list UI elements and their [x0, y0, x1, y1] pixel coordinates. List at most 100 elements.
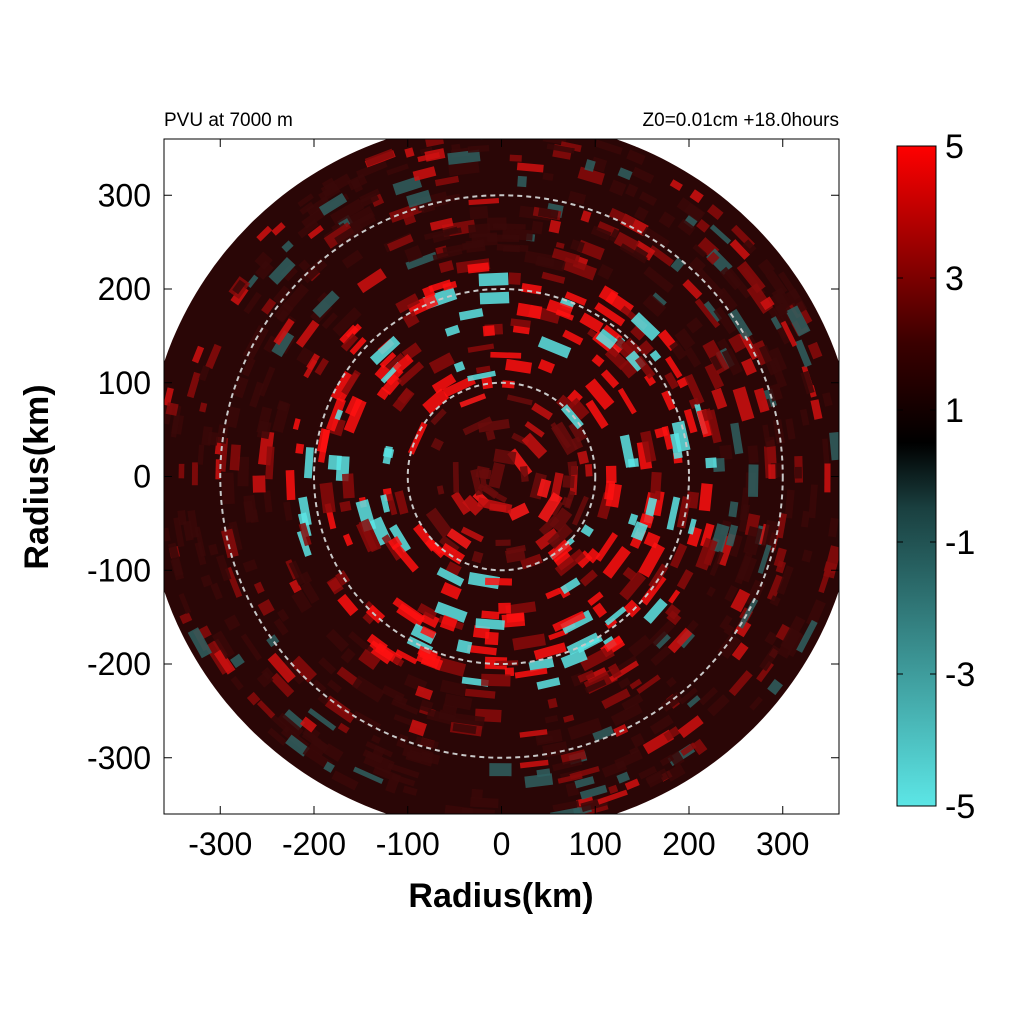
pv-patch — [771, 287, 793, 311]
pv-patch — [395, 649, 418, 665]
pv-patch — [387, 762, 420, 779]
pv-patch — [685, 491, 700, 509]
x-tick-label: 100 — [569, 826, 622, 862]
pv-patch — [828, 517, 839, 538]
pv-patch — [552, 800, 580, 812]
pv-patch — [616, 771, 630, 784]
pv-patch — [642, 293, 667, 317]
pv-patch — [580, 524, 594, 538]
pv-patch — [749, 696, 763, 711]
pv-patch — [334, 222, 365, 247]
pv-patch — [440, 582, 462, 600]
pv-patch — [706, 409, 722, 444]
pv-patch — [764, 631, 779, 646]
pv-patch — [548, 629, 568, 641]
pv-patch — [282, 283, 310, 313]
pv-patch — [516, 162, 544, 173]
pv-patch — [736, 261, 766, 294]
pv-patch — [668, 750, 685, 767]
pv-patch — [636, 674, 661, 694]
pv-patch — [366, 640, 395, 665]
pv-patch — [550, 422, 572, 449]
pv-patch — [230, 675, 244, 691]
pv-patch — [385, 352, 405, 371]
pv-patch — [388, 536, 403, 551]
pv-patch — [358, 648, 381, 671]
y-tick-label: 300 — [98, 177, 151, 213]
pv-patch — [365, 741, 394, 758]
pv-patch — [358, 518, 382, 553]
pv-patch — [402, 211, 417, 226]
pv-patch — [325, 628, 350, 653]
pv-patch — [280, 264, 298, 282]
pv-patch — [787, 632, 806, 658]
pv-patch — [730, 422, 744, 455]
pv-patch — [633, 206, 649, 222]
pv-patch — [404, 244, 423, 263]
pv-patch — [392, 656, 405, 667]
pv-patch — [638, 542, 666, 578]
pv-patch — [562, 475, 575, 489]
pv-patch — [312, 679, 327, 693]
pv-patch — [775, 623, 793, 643]
pv-patch — [605, 483, 622, 508]
pv-patch — [544, 714, 559, 724]
pv-patch — [215, 554, 232, 582]
pv-patch — [506, 612, 525, 623]
pv-patch — [322, 743, 344, 762]
pv-patch — [379, 351, 397, 369]
pv-patch — [381, 373, 402, 396]
pv-patch — [575, 796, 594, 807]
pv-patch — [563, 714, 575, 723]
pv-patch — [495, 539, 511, 547]
pv-patch — [684, 373, 705, 406]
y-tick-label: 100 — [98, 365, 151, 401]
pv-patch — [743, 526, 763, 556]
pv-patch — [686, 695, 701, 708]
plot-area — [164, 139, 851, 814]
pv-patch — [592, 726, 615, 742]
pv-patch — [730, 588, 751, 613]
pv-patch — [524, 421, 545, 438]
pv-patch — [297, 193, 314, 208]
reference-ring — [313, 288, 690, 665]
pv-patch — [687, 518, 697, 535]
pv-patch — [467, 144, 490, 153]
pv-patch — [413, 523, 439, 552]
pv-patch — [536, 677, 561, 690]
pv-patch — [608, 207, 636, 227]
pv-patch — [597, 263, 614, 280]
pv-patch — [283, 501, 293, 521]
pv-patch — [468, 198, 500, 206]
colorbar-tick-label: -3 — [945, 656, 975, 694]
pv-patch — [272, 285, 292, 306]
pv-patch — [170, 405, 182, 438]
pv-patch — [691, 738, 708, 756]
pv-patch — [641, 226, 670, 250]
pv-patch — [547, 523, 573, 550]
pv-patch — [246, 691, 261, 706]
pv-patch — [257, 599, 275, 617]
pv-patch — [267, 711, 291, 733]
pv-patch — [663, 726, 681, 742]
pv-patch — [475, 618, 505, 631]
pv-patch — [584, 464, 593, 477]
pv-patch — [785, 305, 811, 337]
pv-patch — [498, 602, 511, 614]
pv-patch — [424, 139, 445, 148]
pv-patch — [197, 444, 205, 465]
pv-patch — [706, 251, 720, 265]
pv-patch — [482, 484, 499, 499]
pv-patch — [453, 361, 466, 373]
pv-patch — [458, 308, 484, 321]
pv-patch — [312, 290, 340, 318]
pv-patch — [680, 742, 697, 757]
pv-patch — [717, 633, 742, 659]
pv-patch — [550, 807, 581, 814]
pv-patch — [480, 139, 491, 140]
pv-patch — [223, 614, 241, 631]
pv-patch — [405, 251, 438, 270]
pv-patch — [452, 723, 477, 735]
pv-patch — [531, 220, 544, 235]
pv-patch — [840, 454, 851, 472]
